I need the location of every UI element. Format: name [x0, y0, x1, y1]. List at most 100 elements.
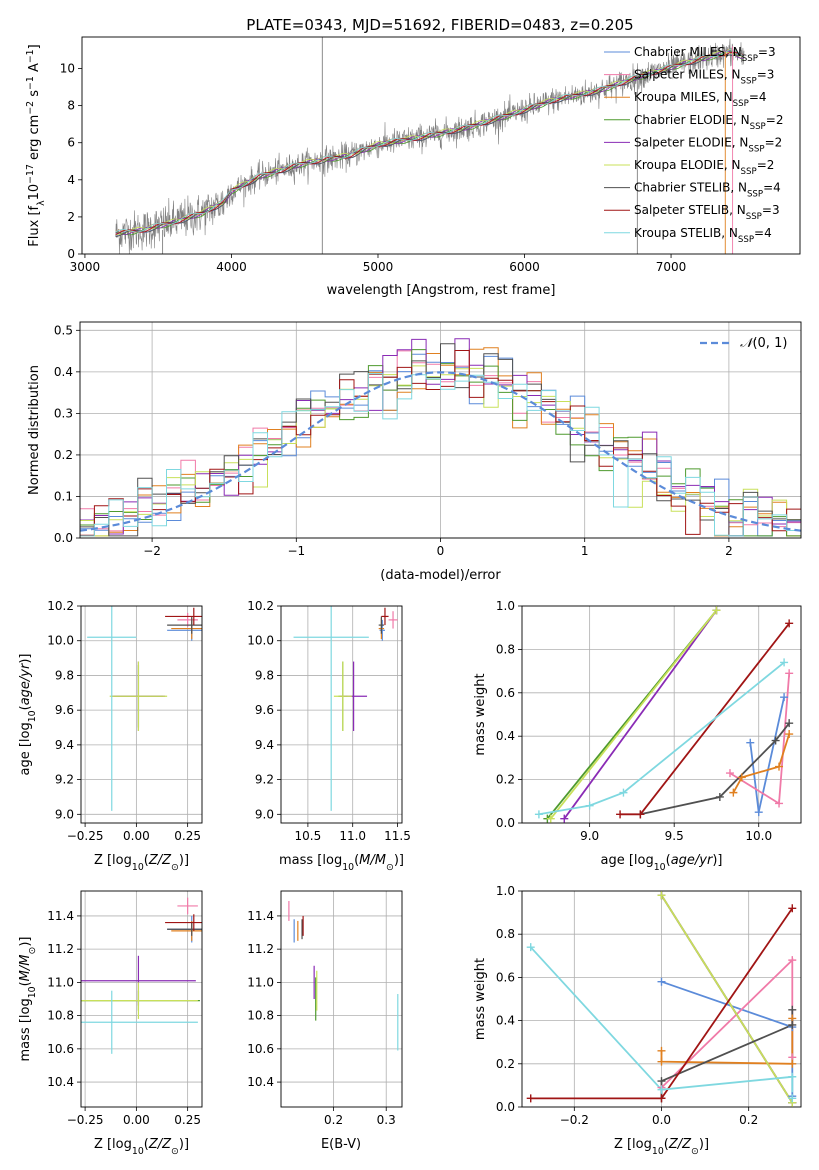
y-tick-label: 0.8 [496, 642, 515, 656]
legend-label: Chabrier STELIB, NSSP=4 [634, 181, 781, 200]
weight-marker-chabrier_stelib [715, 792, 724, 801]
x-axis-label: wavelength [Angstrom, rest frame] [327, 283, 556, 298]
y-tick-label: 0.0 [496, 816, 515, 830]
weight-marker-kroupa_miles [737, 773, 746, 782]
y-tick-label: 11.2 [47, 942, 74, 956]
y-tick-label: 11.2 [247, 942, 274, 956]
y-tick-label: 9.2 [55, 773, 74, 787]
y-axis-label: age [log10(age/yr)] [18, 653, 38, 775]
plot-area-spectrum [115, 37, 745, 254]
weight-marker-chabrier_miles [754, 808, 763, 817]
x-tick-label: 5000 [363, 260, 394, 274]
y-tick-label: 4 [67, 173, 75, 187]
x-tick-label: 3000 [70, 260, 101, 274]
weight-marker-chabrier_stelib [788, 1005, 797, 1014]
y-tick-label: 0.2 [54, 448, 73, 462]
weight-marker-salpeter_miles [775, 799, 784, 808]
y-tick-label: 10.6 [47, 1042, 74, 1056]
x-tick-label: 11.0 [339, 829, 366, 843]
weight-marker-salpeter_stelib [616, 810, 625, 819]
y-tick-label: 0.2 [496, 773, 515, 787]
y-tick-label: 0.6 [496, 970, 515, 984]
x-axis-label: Z [log10(Z/Z⊙)] [614, 1137, 709, 1157]
weight-marker-kroupa_stelib [585, 801, 594, 810]
model-spectrum-kroupa_stelib [115, 49, 744, 233]
weight-marker-salpeter_stelib [788, 904, 797, 913]
weight-line-kroupa_stelib [530, 946, 794, 1099]
plot-area-residuals [80, 338, 801, 538]
weight-line-kroupa_miles [660, 1018, 794, 1065]
weight-marker-kroupa_stelib [788, 1094, 797, 1103]
legend-label: Kroupa MILES, NSSP=4 [634, 90, 767, 109]
y-tick-label: 10.4 [247, 1075, 274, 1089]
axes-frame [80, 605, 203, 824]
weight-marker-salpeter_stelib [526, 1094, 535, 1103]
y-tick-label: 0.2 [496, 1057, 515, 1071]
histogram-kroupa_stelib [80, 373, 801, 538]
y-tick-label: 0.8 [496, 927, 515, 941]
x-tick-label: 4000 [216, 260, 247, 274]
y-axis-label: Flux [fλ10−17 erg cm−2 s−1 A−1] [25, 44, 47, 246]
y-tick-label: 11.0 [247, 975, 274, 989]
x-tick-label: 0 [437, 544, 445, 558]
weight-marker-kroupa_elodie [712, 606, 721, 615]
weight-marker-chabrier_miles [657, 977, 666, 986]
y-tick-label: 10.8 [47, 1009, 74, 1023]
axes-frame [280, 890, 403, 1108]
x-tick-label: 9.5 [665, 829, 684, 843]
axes-spectrum: 3000 4000 5000 6000 7000 0 2 4 6 8 10 wavelength [A… [25, 36, 801, 298]
histogram-chabrier_stelib [80, 343, 801, 538]
x-tick-label: 0.25 [174, 1113, 201, 1127]
weight-line-kroupa_elodie [549, 609, 718, 820]
y-tick-label: 0.1 [54, 489, 73, 503]
weight-marker-chabrier_stelib [771, 736, 780, 745]
y-tick-label: 0.0 [54, 531, 73, 545]
y-tick-label: 8 [67, 99, 75, 113]
x-tick-label: 11.5 [384, 829, 411, 843]
weight-marker-kroupa_stelib [780, 658, 789, 667]
weight-marker-kroupa_stelib [534, 810, 543, 819]
x-tick-label: −2 [143, 544, 161, 558]
x-tick-label: 0.00 [123, 1113, 150, 1127]
y-tick-label: 0.4 [496, 1014, 515, 1028]
weight-marker-chabrier_stelib [788, 1020, 797, 1029]
y-tick-label: 9.4 [55, 738, 74, 752]
axes-frame [80, 890, 203, 1108]
axes-residuals: −2 −1 0 1 2 0.0 0.1 0.2 0.3 0.4 0.5 𝒩(0, 1) (data-mo… [27, 321, 802, 583]
weight-marker-salpeter_miles [785, 669, 794, 678]
x-axis-label: mass [log10(M/M⊙)] [279, 853, 404, 873]
x-tick-label: 0.2 [324, 1113, 343, 1127]
y-tick-label: 10.2 [247, 599, 274, 613]
weight-marker-kroupa_stelib [619, 788, 628, 797]
x-tick-label: 9.0 [580, 829, 599, 843]
x-tick-label: 0.25 [174, 829, 201, 843]
weight-marker-kroupa_elodie [546, 814, 555, 823]
y-tick-label: 2 [67, 210, 75, 224]
y-tick-label: 10 [60, 62, 75, 76]
weight-line-salpeter_elodie [563, 609, 718, 820]
y-tick-label: 0 [67, 247, 75, 261]
y-axis-label: Normed distribution [27, 365, 42, 495]
y-tick-label: 10.8 [247, 1009, 274, 1023]
x-tick-label: 0.00 [123, 829, 150, 843]
y-tick-label: 9.4 [255, 738, 274, 752]
plot-area-mass_vs_ebv [288, 900, 399, 1051]
x-tick-label: −0.25 [67, 829, 104, 843]
weight-marker-kroupa_elodie [657, 891, 666, 900]
x-tick-label: 10.0 [745, 829, 772, 843]
axes-mass_vs_z: −0.25 0.00 0.25 10.4 10.6 10.8 11.0 11.2 11.4 Z [… [18, 890, 203, 1157]
y-tick-label: 0.4 [496, 729, 515, 743]
y-tick-label: 9.8 [55, 668, 74, 682]
x-tick-label: 1 [581, 544, 589, 558]
weight-line-kroupa_stelib [538, 661, 785, 816]
plot-area-mass_vs_z [81, 897, 202, 1054]
x-tick-label: 0.2 [739, 1113, 758, 1127]
y-tick-label: 9.0 [255, 807, 274, 821]
x-tick-label: −0.25 [67, 1113, 104, 1127]
x-axis-label: Z [log10(Z/Z⊙)] [94, 853, 189, 873]
figure-title: PLATE=0343, MJD=51692, FIBERID=0483, z=0… [246, 16, 633, 34]
plot-area-age_vs_mass [293, 606, 398, 811]
weight-marker-kroupa_stelib [526, 943, 535, 952]
axes-mass_vs_ebv: 0.2 0.3 10.4 10.6 10.8 11.0 11.2 11.4 [247, 890, 403, 1127]
